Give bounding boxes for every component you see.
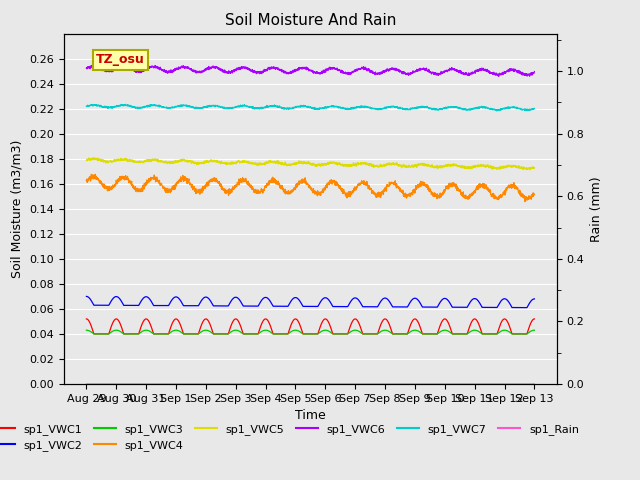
Y-axis label: Soil Moisture (m3/m3): Soil Moisture (m3/m3) <box>11 140 24 278</box>
Legend: sp1_VWC1, sp1_VWC2, sp1_VWC3, sp1_VWC4, sp1_VWC5, sp1_VWC6, sp1_VWC7, sp1_Rain: sp1_VWC1, sp1_VWC2, sp1_VWC3, sp1_VWC4, … <box>0 419 584 456</box>
Title: Soil Moisture And Rain: Soil Moisture And Rain <box>225 13 396 28</box>
X-axis label: Time: Time <box>295 409 326 422</box>
Y-axis label: Rain (mm): Rain (mm) <box>590 176 603 241</box>
Text: TZ_osu: TZ_osu <box>96 53 145 66</box>
